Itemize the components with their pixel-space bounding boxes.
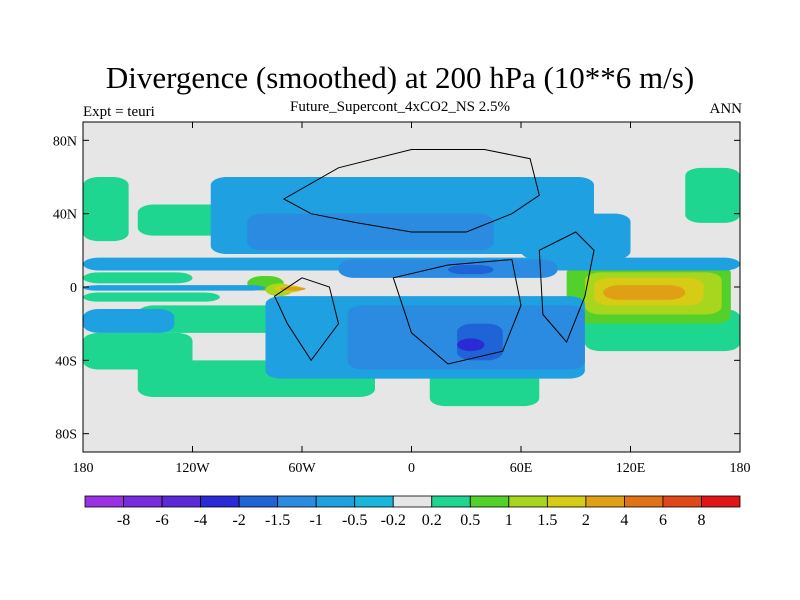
colorbar-swatch (238, 495, 279, 508)
continent-outlines (273, 149, 595, 365)
contour-region-9 (685, 167, 740, 223)
colorbar-swatch (546, 495, 587, 508)
colorbar-label: 0.5 (460, 512, 480, 529)
x-tick-label: 60E (510, 461, 533, 476)
colorbar-swatch (161, 495, 201, 508)
contour-region-29 (247, 213, 494, 251)
y-tick-label: 40S (55, 354, 77, 369)
contour-region-0 (83, 272, 193, 284)
colorbar-label: -1.5 (265, 512, 290, 529)
colorbar-swatch (392, 495, 433, 508)
colorbar-swatch (277, 495, 317, 508)
contour-region-2 (137, 305, 302, 333)
colorbar-swatch (585, 495, 625, 508)
colorbar-swatch (469, 495, 510, 508)
continent-outline-3 (538, 231, 595, 343)
colorbar-label: 0.2 (422, 512, 442, 529)
y-tick-label: 80S (55, 428, 77, 443)
colorbar-label: 1 (505, 512, 513, 529)
chart-title: Divergence (smoothed) at 200 hPa (10**6 … (105, 60, 695, 95)
chart-subtitle: Future_Supercont_4xCO2_NS 2.5% (290, 99, 510, 115)
colorbar-label: -1 (310, 512, 323, 529)
continent-outline-0 (282, 149, 540, 233)
contour-region-25 (83, 309, 175, 333)
contour-region-32 (457, 338, 485, 352)
colorbar-swatch (508, 495, 548, 508)
x-tick-label: 180 (73, 461, 94, 476)
colorbar-label: 8 (697, 512, 705, 529)
colorbar: -8 -6 -4 -2 -1.5 -1 -0.5 -0.2 0.2 0.5 1 1.5 2 4 6 8 (84, 495, 741, 529)
colorbar-label: -2 (232, 512, 245, 529)
colorbar-swatch (354, 495, 394, 508)
x-axis: 180 120W 60W 0 60E 120E 180 (73, 122, 751, 476)
x-tick-label: 60W (288, 461, 316, 476)
experiment-label: Expt = teuri (83, 104, 155, 120)
colorbar-swatch (315, 495, 356, 508)
colorbar-label: 2 (582, 512, 590, 529)
colorbar-swatch (701, 495, 741, 508)
colorbar-label: -8 (117, 512, 130, 529)
contour-region-20 (603, 285, 686, 300)
colorbar-label: -0.5 (342, 512, 367, 529)
continent-outline-2 (273, 277, 340, 362)
x-tick-label: 120W (175, 461, 210, 476)
colorbar-label: -6 (155, 512, 168, 529)
map-plot-area (82, 121, 741, 453)
continent-outline-1 (392, 258, 522, 365)
x-tick-label: 0 (408, 461, 415, 476)
contour-region-22 (83, 285, 266, 291)
contour-region-26 (521, 213, 631, 260)
y-axis: 80N 40N 0 40S 80S (53, 134, 740, 443)
colorbar-label: 4 (620, 512, 628, 529)
colorbar-swatch (662, 495, 702, 508)
y-tick-label: 0 (70, 281, 77, 296)
y-tick-label: 40N (53, 208, 77, 223)
x-tick-label: 180 (730, 461, 751, 476)
colorbar-swatch (84, 495, 124, 508)
colorbar-label: -0.2 (381, 512, 406, 529)
colorbar-label: -4 (194, 512, 207, 529)
contour-region-31 (448, 265, 494, 275)
colorbar-swatch (624, 495, 664, 508)
x-tick-label: 120E (616, 461, 646, 476)
contour-region-27 (338, 259, 558, 278)
contour-region-5 (83, 177, 129, 242)
colorbar-label: 1.5 (537, 512, 557, 529)
season-label: ANN (709, 101, 743, 117)
colorbar-swatch (123, 495, 163, 508)
y-tick-label: 80N (53, 134, 77, 149)
colorbar-swatch (431, 495, 471, 508)
contour-region-1 (83, 292, 220, 302)
colorbar-swatch (200, 495, 240, 508)
colorbar-label: 6 (659, 512, 667, 529)
contour-regions (83, 167, 740, 407)
